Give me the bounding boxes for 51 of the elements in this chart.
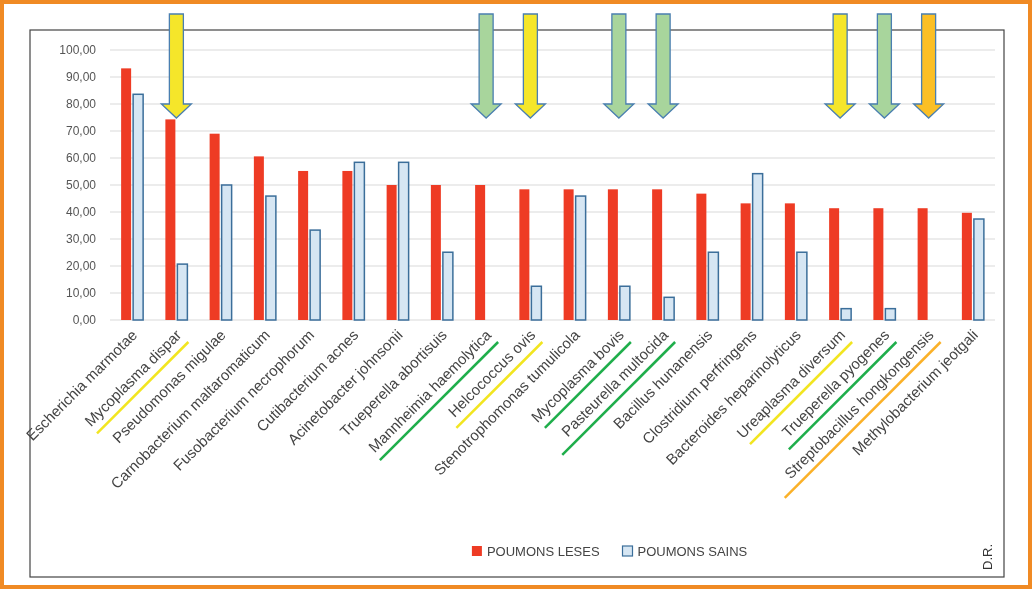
y-tick-label: 0,00 <box>72 313 97 328</box>
y-tick-label: 60,00 <box>65 151 97 166</box>
bar <box>784 203 795 320</box>
y-tick-label: 70,00 <box>65 124 97 139</box>
text: D.R. <box>980 544 995 570</box>
y-tick-label: 50,00 <box>65 178 97 193</box>
legend-label: POUMONS SAINS <box>637 543 748 559</box>
bar <box>386 185 397 320</box>
y-tick-label: 30,00 <box>65 232 97 247</box>
bar <box>751 172 764 321</box>
bar <box>121 68 132 320</box>
bar <box>342 170 353 320</box>
y-tick-label: 20,00 <box>65 259 97 274</box>
bar <box>829 208 840 320</box>
bar <box>740 203 751 320</box>
bar <box>265 195 277 321</box>
bar <box>519 189 530 320</box>
legend-label: POUMONS LESES <box>486 543 600 559</box>
bar <box>220 184 233 321</box>
bar <box>696 193 707 320</box>
bar <box>884 307 897 321</box>
bar <box>873 208 884 320</box>
y-tick-label: 90,00 <box>65 70 97 85</box>
bar <box>442 251 454 321</box>
bar <box>917 208 928 320</box>
y-tick-label: 40,00 <box>65 205 97 220</box>
bar <box>961 212 972 320</box>
bar <box>652 189 663 320</box>
bar <box>574 195 587 321</box>
bar <box>132 93 144 321</box>
bar <box>563 189 574 320</box>
bar <box>176 263 189 321</box>
bar <box>840 307 852 321</box>
bar <box>530 285 543 321</box>
bar <box>619 285 631 321</box>
bar <box>353 161 366 321</box>
bar <box>397 161 410 321</box>
bar <box>973 218 985 321</box>
bar <box>796 251 808 321</box>
bar <box>209 133 220 320</box>
bar <box>607 189 618 320</box>
bar <box>707 251 720 321</box>
bar <box>430 185 441 320</box>
bar <box>298 170 309 320</box>
bar <box>253 156 264 320</box>
y-tick-label: 10,00 <box>65 286 97 301</box>
bar <box>663 296 675 321</box>
y-tick-label: 100,00 <box>59 43 97 58</box>
bar <box>309 229 321 321</box>
bar <box>475 185 486 320</box>
y-tick-label: 80,00 <box>65 97 97 112</box>
